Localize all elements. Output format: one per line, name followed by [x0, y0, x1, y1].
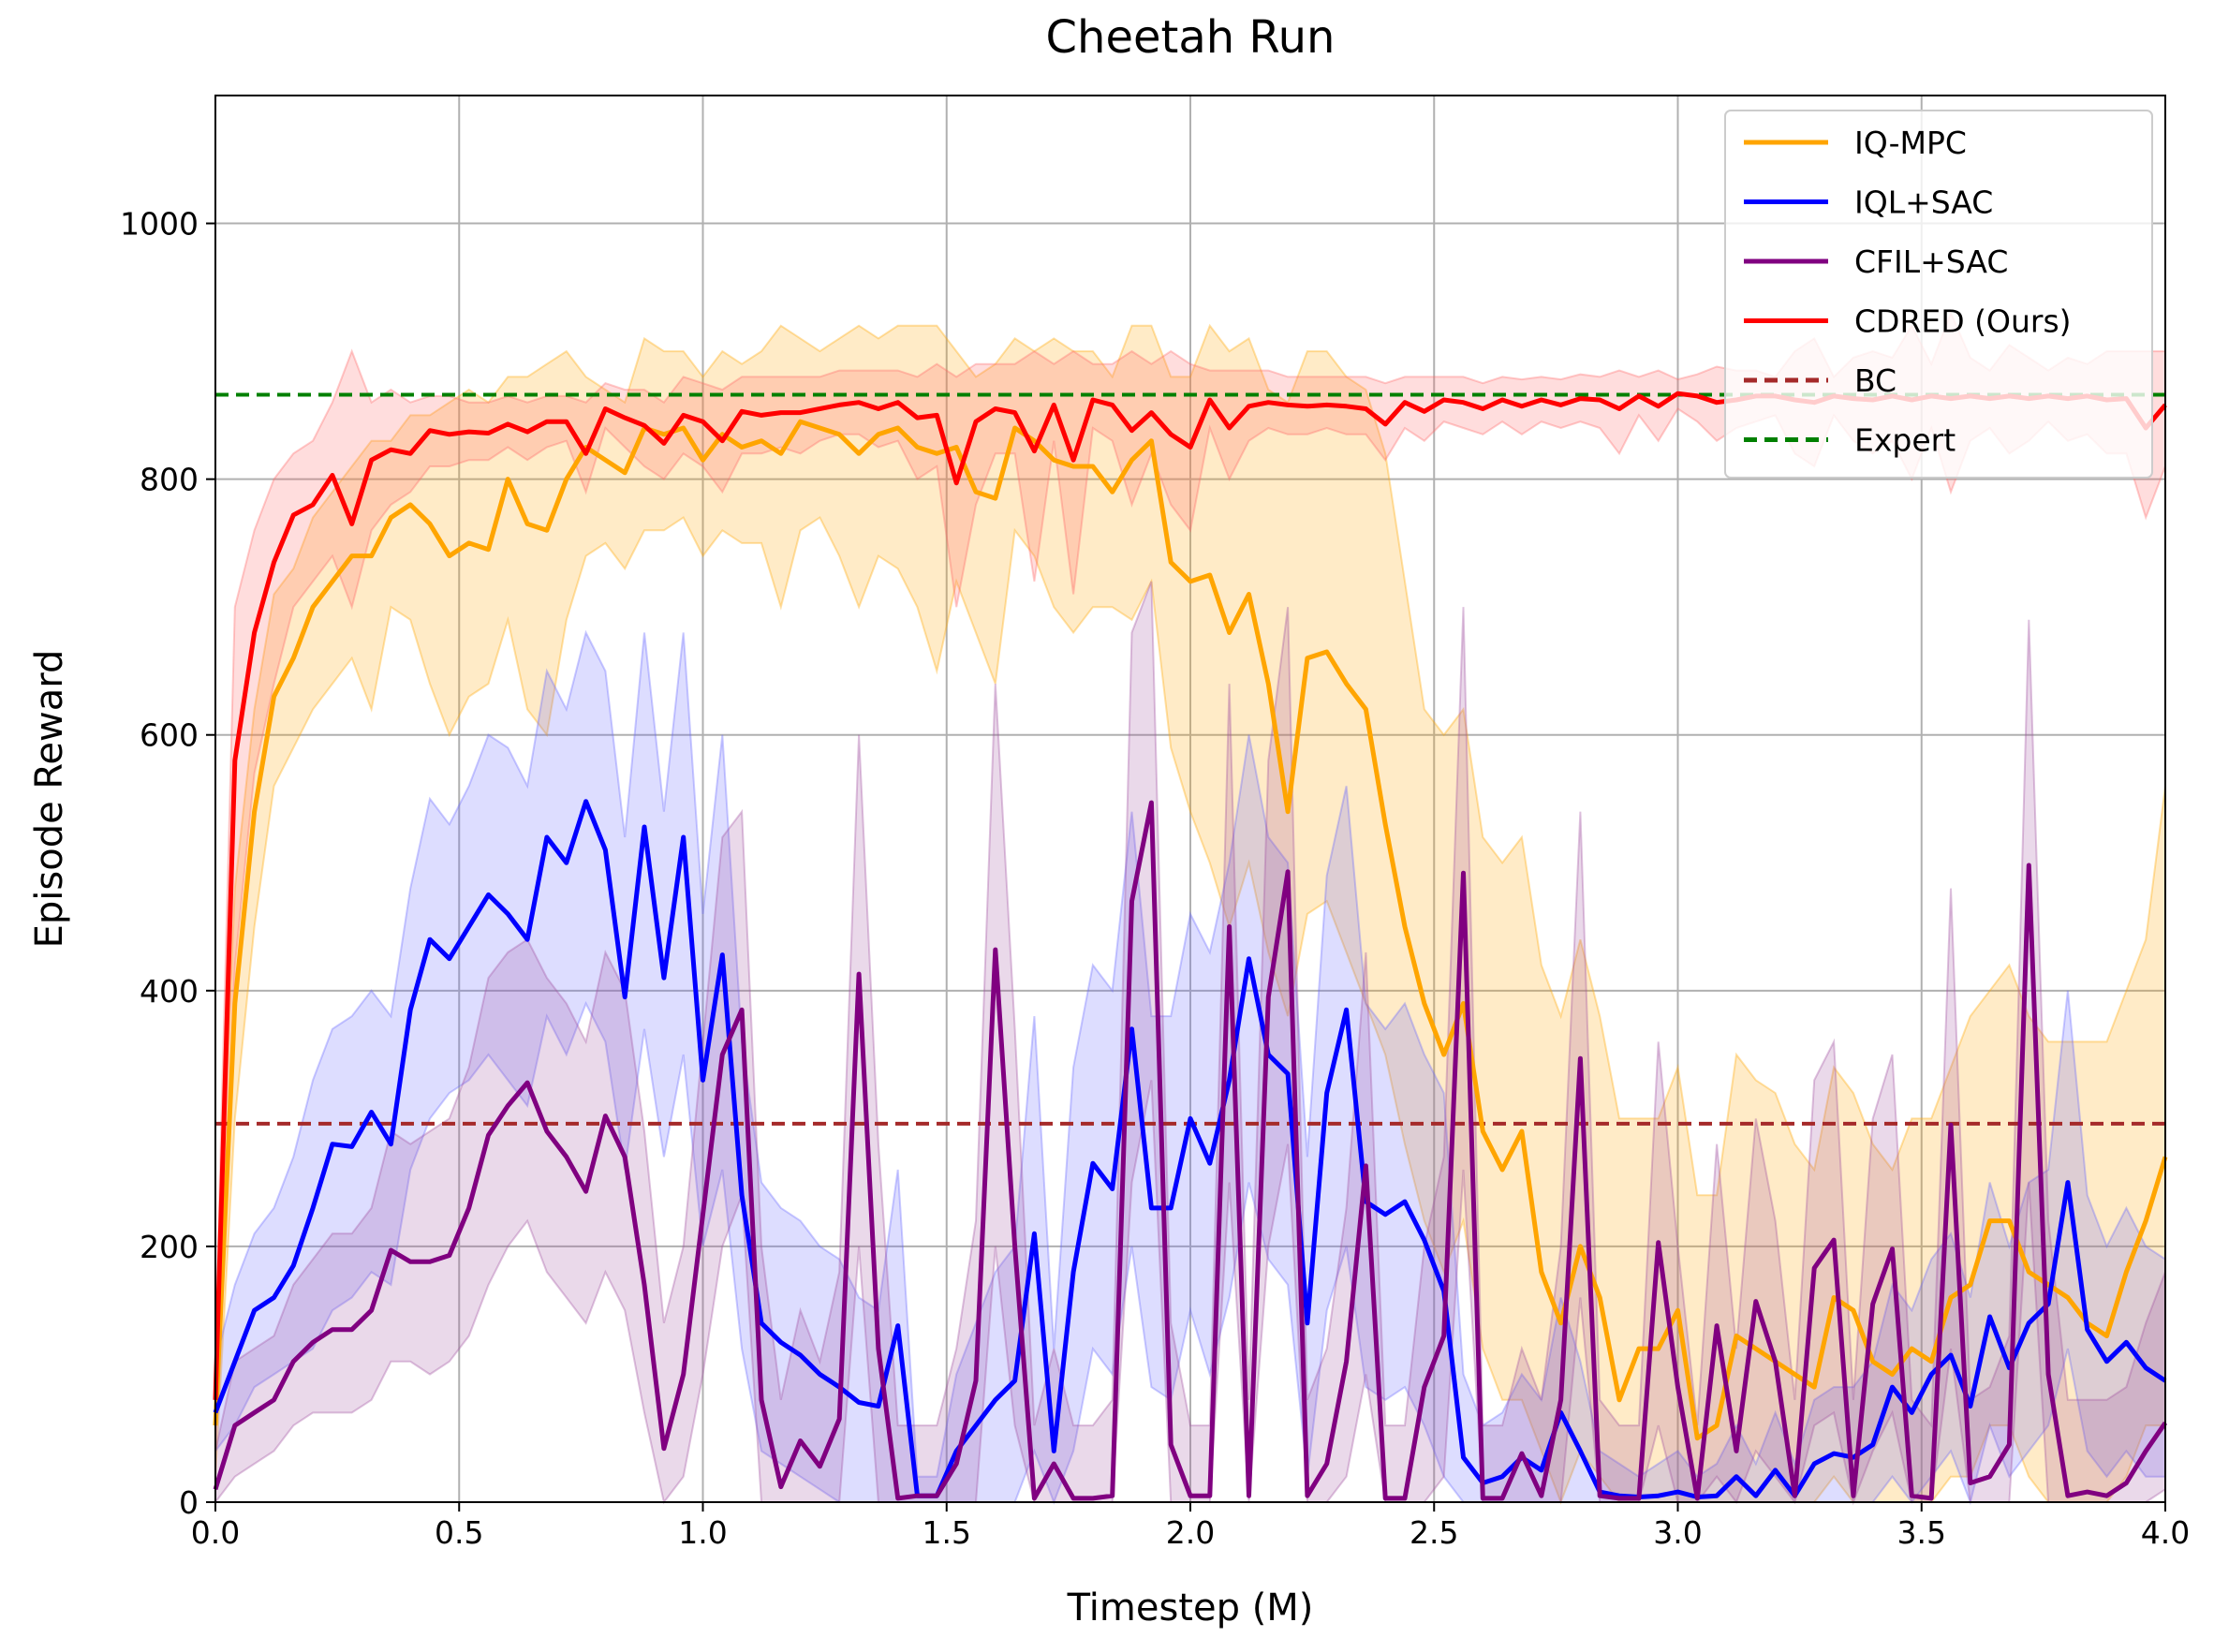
y-axis-ticks: 0 200 400 600 800 1000	[120, 206, 215, 1521]
x-tick-label: 1.5	[922, 1514, 971, 1551]
x-tick-label: 2.5	[1410, 1514, 1458, 1551]
x-tick-label: 3.0	[1653, 1514, 1702, 1551]
legend-label-iql-sac: IQL+SAC	[1854, 184, 1993, 221]
legend-label-expert: Expert	[1854, 422, 1956, 459]
x-tick-label: 4.0	[2141, 1514, 2190, 1551]
legend-label-cfil-sac: CFIL+SAC	[1854, 243, 2008, 280]
x-axis-ticks: 0.0 0.5 1.0 1.5 2.0 2.5 3.0 3.5 4.0	[191, 1502, 2190, 1551]
chart-title: Cheetah Run	[1046, 11, 1336, 64]
y-axis-label: Episode Reward	[28, 650, 71, 949]
y-tick-label: 800	[140, 462, 199, 498]
cfil-sac-line	[213, 800, 2168, 1501]
x-tick-label: 3.5	[1897, 1514, 1946, 1551]
x-tick-label: 0.5	[435, 1514, 483, 1551]
y-tick-label: 600	[140, 717, 199, 754]
legend-label-iq-mpc: IQ-MPC	[1854, 125, 1967, 161]
y-tick-label: 400	[140, 973, 199, 1010]
legend-label-cdred-ours: CDRED (Ours)	[1854, 303, 2072, 340]
legend: IQ-MPC IQL+SAC CFIL+SAC CDRED (Ours) BC Exper…	[1724, 110, 2153, 479]
legend-box	[1724, 110, 2153, 479]
x-tick-label: 0.0	[191, 1514, 240, 1551]
x-tick-label: 1.0	[678, 1514, 727, 1551]
x-tick-label: 2.0	[1166, 1514, 1215, 1551]
y-tick-label: 1000	[120, 206, 199, 243]
y-tick-label: 200	[140, 1229, 199, 1265]
y-tick-label: 0	[179, 1484, 199, 1521]
x-axis-label: Timestep (M)	[1067, 1586, 1314, 1630]
iql-sac-line	[213, 799, 2167, 1499]
legend-label-bc: BC	[1854, 362, 1897, 399]
